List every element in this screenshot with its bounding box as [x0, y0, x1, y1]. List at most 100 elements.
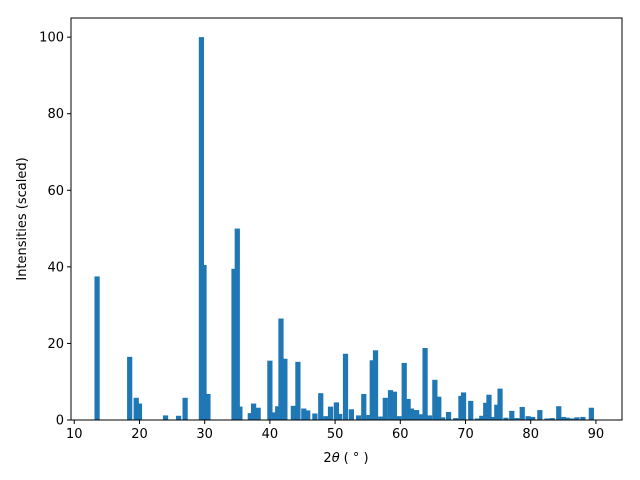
- bar: [366, 415, 372, 420]
- bar: [234, 228, 240, 420]
- bar: [162, 415, 169, 420]
- bar: [127, 356, 133, 420]
- bar: [564, 417, 570, 420]
- bar: [387, 390, 394, 420]
- x-tick-label: 70: [457, 427, 474, 442]
- bar: [525, 416, 531, 420]
- bar: [136, 403, 143, 420]
- bar: [588, 407, 594, 420]
- bar: [295, 361, 301, 420]
- bars-group: [94, 37, 594, 420]
- x-tick-label: 30: [196, 427, 213, 442]
- bar: [175, 415, 182, 420]
- bar: [323, 416, 329, 420]
- bar: [418, 414, 424, 420]
- x-tick-label: 40: [262, 427, 279, 442]
- bar: [530, 416, 536, 420]
- bar: [436, 396, 442, 420]
- bar: [580, 416, 586, 420]
- bar: [427, 415, 433, 420]
- bar: [396, 416, 402, 420]
- x-axis-ticks: 10 20 30 40 50 60 70 80 90: [66, 420, 604, 442]
- x-tick-label: 50: [327, 427, 344, 442]
- bar: [401, 362, 407, 420]
- bar: [333, 402, 339, 420]
- bar: [278, 318, 284, 420]
- bar: [312, 413, 318, 420]
- bar: [460, 392, 467, 420]
- y-tick-label: 20: [47, 337, 64, 352]
- bar: [133, 397, 139, 420]
- bar: [237, 406, 243, 420]
- y-tick-label: 60: [47, 184, 64, 199]
- x-tick-label: 10: [66, 427, 83, 442]
- bar: [483, 402, 489, 420]
- bar: [391, 391, 398, 420]
- y-tick-label: 0: [56, 414, 64, 429]
- y-axis-label: Intensities (scaled): [15, 157, 30, 280]
- bar: [405, 398, 411, 420]
- bar: [378, 416, 384, 420]
- bar: [544, 418, 550, 420]
- bar: [514, 418, 520, 420]
- bar: [290, 405, 296, 420]
- bar: [479, 415, 485, 420]
- y-tick-label: 100: [39, 31, 64, 46]
- x-tick-label: 80: [522, 427, 539, 442]
- bar: [569, 418, 575, 420]
- bar: [408, 408, 414, 420]
- bar: [574, 417, 580, 420]
- bar: [369, 360, 375, 420]
- bar: [537, 410, 543, 420]
- bar: [270, 412, 276, 420]
- bar: [267, 360, 273, 420]
- bar: [255, 407, 261, 420]
- bar: [453, 418, 459, 420]
- bar: [497, 388, 503, 420]
- bar: [519, 406, 525, 420]
- bar: [318, 393, 324, 420]
- bar: [549, 418, 555, 420]
- x-axis-label: 2θ( ° ): [323, 451, 368, 466]
- bar: [201, 264, 207, 420]
- bar: [275, 406, 281, 420]
- bar: [355, 415, 362, 420]
- bar: [432, 379, 438, 420]
- bar: [205, 393, 211, 420]
- bar: [198, 37, 205, 420]
- x-tick-label: 20: [131, 427, 148, 442]
- y-tick-label: 80: [47, 107, 64, 122]
- bar: [413, 410, 420, 420]
- bar: [182, 397, 188, 420]
- bar: [560, 416, 566, 420]
- bar: [422, 348, 428, 420]
- bar: [337, 413, 343, 420]
- y-axis-ticks: 0 20 40 60 80 100: [39, 31, 71, 429]
- bar: [509, 410, 515, 420]
- bar: [301, 408, 307, 420]
- bar: [556, 406, 562, 420]
- bar: [282, 358, 288, 420]
- bar: [327, 406, 334, 420]
- bar: [490, 416, 496, 420]
- plot-frame: [70, 17, 623, 421]
- bar: [494, 404, 500, 420]
- y-tick-label: 40: [47, 260, 64, 275]
- bar: [231, 268, 237, 420]
- bar: [468, 400, 474, 420]
- bar: [445, 411, 452, 420]
- bar: [250, 403, 257, 420]
- bar: [503, 417, 509, 420]
- bar: [94, 276, 100, 420]
- x-tick-label: 60: [392, 427, 409, 442]
- bar: [486, 394, 492, 420]
- bar: [247, 413, 253, 420]
- x-tick-label: 90: [588, 427, 605, 442]
- bar: [474, 418, 480, 420]
- bar: [348, 409, 354, 420]
- bar: [440, 417, 446, 420]
- bar: [382, 397, 388, 420]
- bar: [305, 410, 311, 420]
- bar: [372, 350, 379, 420]
